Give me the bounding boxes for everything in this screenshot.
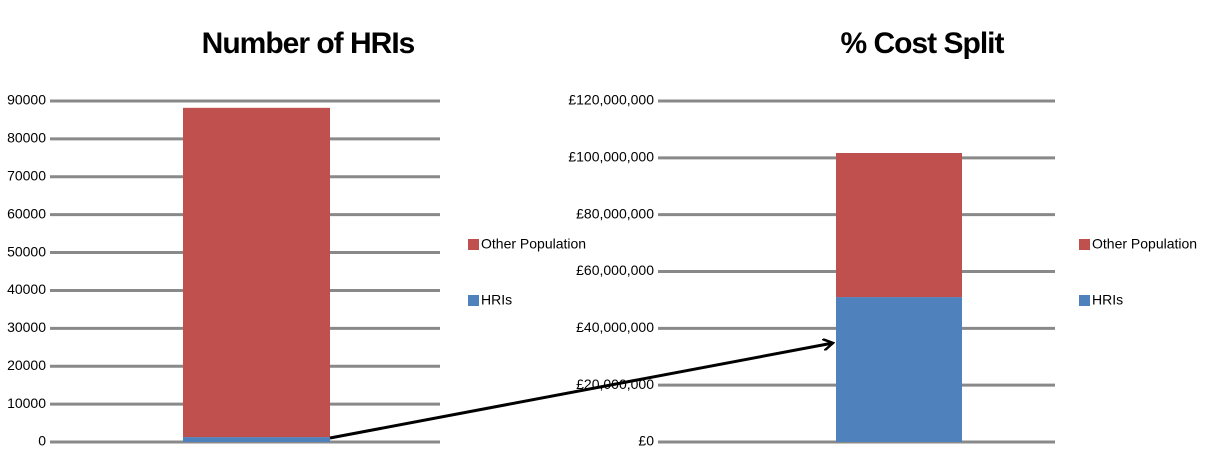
legend-swatch — [468, 239, 479, 250]
y-tick-label: 0 — [38, 433, 46, 449]
bar-segment — [183, 437, 330, 442]
y-tick-label: 20000 — [7, 357, 46, 373]
legend-label: Other Population — [1092, 236, 1197, 252]
y-tick-label: 50000 — [7, 243, 46, 259]
bar-segment — [836, 153, 962, 298]
y-tick-label: 10000 — [7, 395, 46, 411]
legend-label: HRIs — [1092, 292, 1123, 308]
y-tick-label: £100,000,000 — [568, 149, 654, 165]
y-tick-label: 70000 — [7, 167, 46, 183]
y-tick-label: 90000 — [7, 92, 46, 108]
bar-segment — [183, 107, 330, 438]
chart-title: Number of HRIs — [202, 27, 415, 60]
legend-swatch — [1079, 239, 1090, 250]
y-tick-label: £0 — [638, 433, 654, 449]
legend-swatch — [1079, 295, 1090, 306]
legend-label: Other Population — [481, 236, 586, 252]
y-tick-label: £120,000,000 — [568, 92, 654, 108]
y-tick-label: £60,000,000 — [576, 262, 654, 278]
y-tick-label: £80,000,000 — [576, 205, 654, 221]
chart-title: % Cost Split — [840, 27, 1004, 60]
y-tick-label: 80000 — [7, 130, 46, 146]
y-tick-label: £40,000,000 — [576, 319, 654, 335]
legend-label: HRIs — [481, 292, 512, 308]
y-tick-label: 30000 — [7, 319, 46, 335]
y-tick-label: 40000 — [7, 281, 46, 297]
bar-segment — [836, 297, 962, 442]
y-tick-label: 60000 — [7, 205, 46, 221]
arrow — [329, 343, 833, 440]
legend-swatch — [468, 295, 479, 306]
